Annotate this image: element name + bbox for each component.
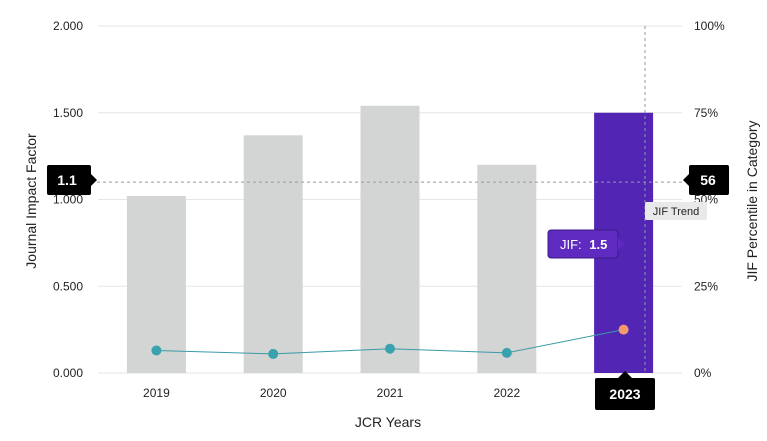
y-left-tick-label: 1.000	[53, 193, 83, 207]
bar-2020[interactable]	[243, 135, 303, 373]
bar-2022[interactable]	[477, 164, 537, 373]
trend-point-2021[interactable]	[385, 343, 395, 354]
right-value-badge-text: 56	[700, 172, 716, 188]
trend-point-2023[interactable]	[618, 324, 629, 335]
y-left-tick-label: 0.000	[53, 366, 83, 380]
y-axis-left-ticks: 0.000 0.500 1.000 1.500 2.000	[53, 19, 83, 380]
x-tick-label: 2019	[143, 386, 170, 400]
left-value-badge: 1.1	[47, 165, 97, 195]
y-axis-right-title: JIF Percentile in Category	[744, 120, 760, 281]
x-tick-label: 2021	[377, 386, 404, 400]
y-axis-right-ticks: 0%25%50%75%100%	[694, 19, 725, 380]
bar-2019[interactable]	[126, 196, 186, 373]
trend-line	[151, 324, 629, 359]
jif-trend-tooltip-text: JIF Trend	[653, 206, 699, 218]
trend-point-2020[interactable]	[268, 348, 279, 359]
left-value-badge-text: 1.1	[57, 172, 77, 188]
trend-point-2019[interactable]	[151, 345, 162, 356]
y-right-tick-label: 100%	[694, 19, 725, 33]
x-axis-ticks: 2019 2020 2021 2022	[143, 386, 520, 400]
y-right-tick-label: 25%	[694, 279, 718, 293]
crosshair-badges: 1.1 56 2023	[47, 165, 729, 410]
jif-tooltip-value: 1.5	[589, 237, 607, 252]
jif-tooltip-label: JIF:	[560, 237, 582, 252]
selected-year-badge-text: 2023	[609, 386, 640, 402]
y-right-tick-label: 0%	[694, 366, 712, 380]
y-right-tick-label: 75%	[694, 106, 718, 120]
selected-year-badge[interactable]: 2023	[595, 371, 655, 410]
crosshair	[97, 26, 683, 373]
x-tick-label: 2020	[260, 386, 287, 400]
right-value-badge: 56	[683, 165, 729, 195]
bar-2021[interactable]	[360, 105, 420, 373]
y-left-tick-label: 1.500	[53, 106, 83, 120]
jif-value-tooltip: JIF: 1.5	[547, 229, 625, 259]
y-axis-left-title: Journal Impact Factor	[23, 133, 39, 269]
jif-trend-tooltip: JIF Trend	[645, 202, 707, 220]
x-tick-label: 2022	[493, 386, 520, 400]
y-left-tick-label: 2.000	[53, 19, 83, 33]
trend-point-2022[interactable]	[501, 347, 512, 358]
y-left-tick-label: 0.500	[53, 279, 83, 293]
svg-text:JIF: 1.5: JIF: 1.5	[560, 237, 607, 252]
x-axis-title: JCR Years	[355, 414, 421, 430]
